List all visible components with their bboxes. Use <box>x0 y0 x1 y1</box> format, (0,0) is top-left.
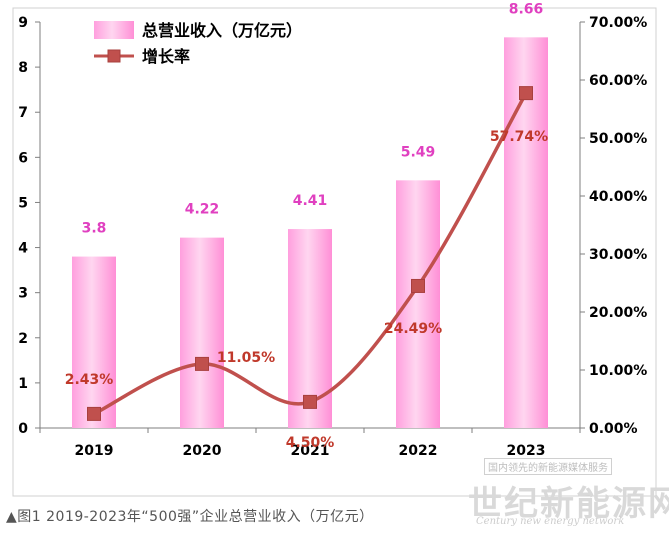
right-tick-label: 10.00% <box>589 363 647 379</box>
right-tick-label: 20.00% <box>589 305 647 321</box>
bar-value-label: 8.66 <box>509 1 544 17</box>
legend-line-marker <box>107 49 121 63</box>
left-tick-label: 4 <box>18 241 28 257</box>
x-tick-label: 2022 <box>399 443 438 459</box>
left-tick-label: 9 <box>18 15 28 31</box>
left-tick-label: 1 <box>18 376 28 392</box>
x-axis-ticks: 2019 2020 2021 2022 2023 <box>39 428 581 459</box>
x-tick-label: 2023 <box>507 443 546 459</box>
left-tick-label: 2 <box>18 331 28 347</box>
bar-value-label: 3.8 <box>82 221 107 237</box>
line-marker-2020 <box>195 356 209 371</box>
right-tick-label: 70.00% <box>589 15 647 31</box>
line-marker-2021 <box>303 394 317 409</box>
bar-value-label: 4.41 <box>293 193 328 209</box>
right-tick-label: 30.00% <box>589 247 647 263</box>
line-marker-2023 <box>519 86 533 101</box>
line-data-labels: 2.43% 11.05% 4.50% 24.49% 57.74% <box>65 129 548 451</box>
bar-2022 <box>396 180 440 428</box>
right-tick-label: 40.00% <box>589 189 647 205</box>
right-axis-ticks: 0.00% 10.00% 20.00% 30.00% 40.00% 50.00% 60.00… <box>580 15 647 437</box>
left-tick-label: 5 <box>18 195 28 211</box>
x-tick-label: 2020 <box>183 443 222 459</box>
left-axis-ticks: 0 1 2 3 4 5 6 7 8 9 <box>18 15 40 437</box>
line-value-label: 4.50% <box>286 435 335 451</box>
left-tick-label: 0 <box>18 421 28 437</box>
x-tick-label: 2019 <box>75 443 114 459</box>
right-tick-label: 60.00% <box>589 73 647 89</box>
watermark-tagline: 国内领先的新能源媒体服务 <box>484 458 612 475</box>
left-tick-label: 3 <box>18 286 28 302</box>
legend-line-label: 增长率 <box>142 47 190 66</box>
line-marker-2022 <box>411 278 425 293</box>
bar-value-label: 4.22 <box>185 202 220 218</box>
left-tick-label: 8 <box>18 60 28 76</box>
watermark-logo-text: 世纪新能源网 <box>468 484 669 524</box>
line-value-label: 57.74% <box>490 129 548 145</box>
left-tick-label: 7 <box>18 105 28 121</box>
x-tick-label: 2021 <box>291 443 330 459</box>
bar-2023 <box>504 37 548 429</box>
legend: 总营业收入（万亿元） 增长率 <box>94 21 302 66</box>
bar-2019 <box>72 256 116 428</box>
left-tick-label: 6 <box>18 150 28 166</box>
legend-bar-label: 总营业收入（万亿元） <box>142 21 302 40</box>
line-series <box>87 86 533 421</box>
line-value-label: 11.05% <box>217 350 275 366</box>
right-tick-label: 0.00% <box>589 421 638 437</box>
figure-caption: ▲图1 2019-2023年“500强”企业总营业收入（万亿元） <box>6 509 374 525</box>
bar-2020 <box>180 237 224 428</box>
legend-bar-swatch <box>94 21 134 39</box>
chart-frame <box>12 7 657 497</box>
bar-value-label: 5.49 <box>401 144 436 160</box>
line-value-label: 24.49% <box>384 321 442 337</box>
bar-data-labels: 3.8 4.22 4.41 5.49 8.66 <box>82 1 544 236</box>
growth-rate-line <box>93 92 528 416</box>
watermark-english-text: Century new energy network <box>476 516 625 527</box>
right-tick-label: 50.00% <box>589 131 647 147</box>
bar-series <box>72 37 548 429</box>
line-value-label: 2.43% <box>65 372 114 388</box>
line-marker-2019 <box>87 406 101 421</box>
